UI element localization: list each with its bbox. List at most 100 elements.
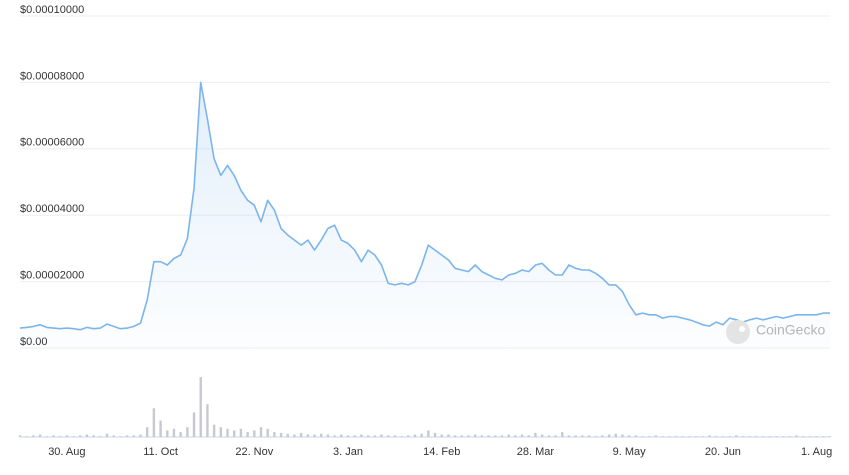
volume-bar xyxy=(393,435,397,437)
volume-bar xyxy=(85,434,89,437)
volume-bar xyxy=(534,432,537,437)
x-tick-label: 14. Feb xyxy=(423,446,460,458)
volume-bar xyxy=(112,435,115,437)
volume-bar xyxy=(266,428,269,437)
x-tick-label: 22. Nov xyxy=(235,446,273,458)
volume-bar xyxy=(273,432,276,437)
volume-bar xyxy=(453,435,457,437)
volume-bar xyxy=(380,434,383,437)
volume-bar xyxy=(721,436,725,437)
volume-bar xyxy=(413,434,417,437)
volume-bar xyxy=(694,436,698,437)
x-tick-label: 1. Aug xyxy=(801,446,832,458)
volume-bar xyxy=(400,436,403,437)
volume-bar xyxy=(139,434,142,437)
volume-bar xyxy=(688,436,691,437)
volume-bar xyxy=(574,435,577,437)
volume-bar xyxy=(788,436,792,437)
volume-bar xyxy=(614,433,617,437)
volume-bar xyxy=(206,404,209,437)
volume-bar xyxy=(627,435,631,437)
x-tick-label: 30. Aug xyxy=(48,446,85,458)
volume-bar xyxy=(594,436,597,437)
volume-bar xyxy=(661,436,664,437)
volume-bar xyxy=(132,435,136,437)
volume-bar xyxy=(748,436,751,437)
volume-bar xyxy=(494,435,497,437)
volume-bar xyxy=(79,435,82,437)
volume-bar xyxy=(25,436,28,437)
volume-bar xyxy=(159,420,162,437)
volume-bar xyxy=(199,377,202,437)
volume-bar xyxy=(32,435,35,437)
volume-bar xyxy=(487,435,490,437)
volume-bar xyxy=(587,435,591,437)
volume-bar xyxy=(172,428,176,437)
volume-bar xyxy=(621,434,624,437)
volume-bar xyxy=(293,434,296,437)
volume-bar xyxy=(299,432,303,437)
volume-bar xyxy=(714,436,718,437)
volume-bar xyxy=(52,435,55,437)
volume-bar xyxy=(92,435,95,437)
volume-bar xyxy=(735,435,738,437)
volume-bar xyxy=(125,435,129,437)
volume-bar xyxy=(145,427,149,437)
price-line xyxy=(19,81,830,331)
volume-bar xyxy=(353,435,356,437)
volume-bar xyxy=(253,430,256,437)
volume-bar xyxy=(781,436,785,437)
volume-bar xyxy=(105,433,109,437)
volume-bar xyxy=(802,436,805,437)
volume-bar xyxy=(360,434,363,437)
volume-bar xyxy=(500,435,504,437)
x-tick-label: 3. Jan xyxy=(333,446,363,458)
x-tick-label: 11. Oct xyxy=(143,446,178,458)
volume-bar xyxy=(313,434,316,437)
volume-bar xyxy=(795,435,798,437)
volume-bar xyxy=(152,408,156,437)
volume-bar xyxy=(219,427,223,437)
volume-bar xyxy=(279,432,283,437)
watermark-text: CoinGecko xyxy=(756,322,825,338)
volume-bar xyxy=(447,434,450,437)
volume-bar xyxy=(775,436,778,437)
price-area xyxy=(20,82,830,349)
volume-bar xyxy=(474,434,477,437)
volume-bar xyxy=(18,435,22,437)
volume-bar xyxy=(480,435,484,437)
y-tick-label: $0.00002000 xyxy=(20,270,84,282)
volume-bar xyxy=(815,436,818,437)
volume-bar xyxy=(386,435,390,437)
volume-bar xyxy=(373,435,376,437)
volume-bar xyxy=(654,435,658,437)
volume-bar xyxy=(433,432,437,437)
volume-bar xyxy=(681,436,684,437)
volume-bar xyxy=(648,436,651,437)
volume-bar xyxy=(45,436,48,437)
volume-bar xyxy=(761,436,765,437)
volume-bar xyxy=(567,435,571,437)
volume-bar xyxy=(226,428,229,437)
volume-bar xyxy=(741,436,745,437)
volume-bar xyxy=(366,435,370,437)
volume-bar xyxy=(346,435,350,437)
volume-bar xyxy=(340,434,343,437)
volume-bar xyxy=(601,435,604,437)
volume-bar xyxy=(607,434,611,437)
x-tick-label: 20. Jun xyxy=(705,446,741,458)
watermark: CoinGecko xyxy=(726,320,825,344)
volume-bar xyxy=(166,430,169,437)
x-tick-label: 9. May xyxy=(613,446,647,458)
volume-bar xyxy=(828,436,832,437)
volume-bar xyxy=(99,436,102,437)
volume-bar xyxy=(407,435,410,437)
watermark-logo-eye xyxy=(739,326,745,332)
volume-bar xyxy=(634,435,638,437)
volume-bar xyxy=(333,435,336,437)
volume-bar xyxy=(233,430,236,437)
volume-bar xyxy=(561,432,564,437)
volume-bar xyxy=(72,436,75,437)
volume-bar xyxy=(808,436,812,437)
